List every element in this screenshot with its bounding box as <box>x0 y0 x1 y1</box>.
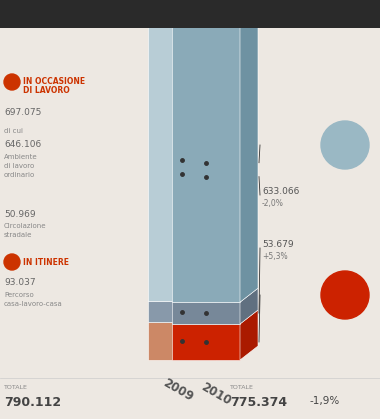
Text: Ambiente: Ambiente <box>4 154 38 160</box>
Text: 50.969: 50.969 <box>4 210 36 219</box>
Bar <box>0 0 380 28</box>
Text: TOTALE: TOTALE <box>4 385 28 390</box>
Circle shape <box>4 254 20 270</box>
Text: 775.374: 775.374 <box>230 396 287 409</box>
Text: 646.106: 646.106 <box>4 140 41 149</box>
Text: 686.745: 686.745 <box>325 137 366 145</box>
Polygon shape <box>240 9 258 302</box>
Text: 93.037: 93.037 <box>4 278 36 287</box>
Text: stradale: stradale <box>4 232 32 238</box>
Polygon shape <box>148 4 234 18</box>
Polygon shape <box>216 287 234 322</box>
Polygon shape <box>172 310 258 324</box>
Text: -2,0%: -2,0% <box>262 199 284 207</box>
Polygon shape <box>216 4 234 302</box>
Circle shape <box>321 121 369 169</box>
Text: IN ITINERE: IN ITINERE <box>23 258 69 267</box>
Circle shape <box>4 74 20 90</box>
Text: 53.679: 53.679 <box>262 240 294 248</box>
Text: Percorso: Percorso <box>4 292 34 298</box>
Text: 2009: 2009 <box>161 376 195 403</box>
Polygon shape <box>240 288 258 324</box>
Text: IN OCCASIONE: IN OCCASIONE <box>23 77 85 86</box>
Polygon shape <box>148 322 216 360</box>
Polygon shape <box>240 310 258 360</box>
Polygon shape <box>172 302 240 324</box>
Text: di cui: di cui <box>4 128 23 134</box>
Text: INAIL: INAIL <box>337 8 374 20</box>
Text: 633.066: 633.066 <box>262 186 299 196</box>
Text: -1,9%: -1,9% <box>310 396 340 406</box>
Text: -1,5%: -1,5% <box>334 150 356 158</box>
Text: Circolazione: Circolazione <box>4 223 46 229</box>
Polygon shape <box>172 288 258 302</box>
Polygon shape <box>172 9 258 23</box>
Text: 2010: 2010 <box>199 380 233 408</box>
Polygon shape <box>148 18 216 302</box>
Polygon shape <box>148 287 234 302</box>
Text: +5,3%: +5,3% <box>262 251 288 261</box>
Polygon shape <box>172 23 240 302</box>
Text: Infortuni 2009-2010 per modalità di evento: Infortuni 2009-2010 per modalità di even… <box>6 9 277 19</box>
Text: DI LAVORO: DI LAVORO <box>23 86 70 95</box>
Polygon shape <box>148 302 216 322</box>
Text: 790.112: 790.112 <box>4 396 61 409</box>
Text: TOTALE: TOTALE <box>230 385 254 390</box>
Text: ordinario: ordinario <box>4 172 35 178</box>
Text: -4,7%: -4,7% <box>334 300 356 308</box>
Text: 88.629: 88.629 <box>328 287 363 295</box>
Polygon shape <box>148 308 234 322</box>
Text: casa-lavoro-casa: casa-lavoro-casa <box>4 301 63 307</box>
Text: 697.075: 697.075 <box>4 108 41 117</box>
Text: di lavoro: di lavoro <box>4 163 34 169</box>
Polygon shape <box>216 308 234 360</box>
Polygon shape <box>172 324 240 360</box>
Circle shape <box>321 271 369 319</box>
